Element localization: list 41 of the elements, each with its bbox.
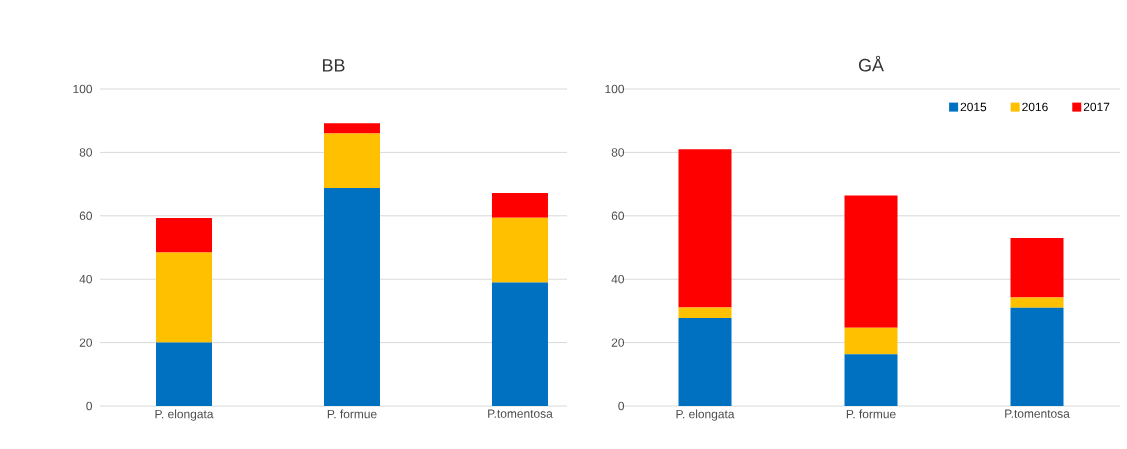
bar	[844, 327, 898, 355]
bar	[323, 123, 380, 134]
chart-title: BB	[323, 59, 345, 72]
x-tick-label: P.tomentosa	[488, 409, 553, 418]
bar	[678, 317, 732, 406]
bar	[491, 217, 548, 283]
bar	[1010, 297, 1064, 308]
y-tick-label: 100	[605, 84, 625, 94]
bar	[156, 342, 212, 406]
y-tick-label: 20	[79, 338, 93, 347]
x-tick-label: P. elongata	[155, 409, 214, 421]
x-tick-label: P.tomentosa	[1005, 409, 1070, 418]
y-tick-label: 0	[618, 401, 625, 411]
legend-label: 2017	[1083, 102, 1110, 112]
x-tick-label: P. elongata	[676, 409, 735, 421]
y-tick-label: 80	[79, 148, 93, 157]
bar	[1010, 237, 1064, 298]
bar	[678, 307, 732, 318]
y-tick-label: 0	[86, 401, 93, 411]
y-tick-label: 20	[611, 338, 625, 347]
x-tick-label: P. formue	[327, 409, 377, 419]
y-tick-label: 40	[611, 274, 625, 284]
bar	[491, 282, 548, 406]
y-tick-label: 60	[611, 211, 625, 221]
y-tick-label: 80	[611, 148, 625, 157]
y-tick-label: 60	[79, 211, 93, 221]
bar	[844, 195, 898, 328]
legend-label: 2016	[1022, 102, 1048, 112]
bar	[323, 187, 380, 406]
bar	[844, 354, 898, 406]
legend-label: 2015	[960, 102, 987, 112]
chart-title: GÅ	[858, 55, 884, 72]
bar	[491, 192, 548, 218]
bar	[323, 133, 380, 188]
y-tick-label: 100	[73, 84, 93, 94]
y-tick-label: 40	[79, 274, 93, 284]
bar	[1010, 307, 1064, 406]
bar	[678, 149, 732, 308]
x-tick-label: P. formue	[846, 409, 896, 419]
bar	[156, 252, 212, 343]
bar	[156, 218, 212, 253]
